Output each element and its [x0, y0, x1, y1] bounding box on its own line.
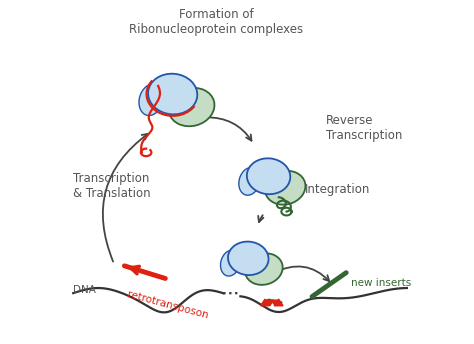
Text: Integration: Integration: [305, 183, 371, 195]
Text: new inserts: new inserts: [351, 278, 411, 288]
Ellipse shape: [169, 88, 214, 126]
Text: retrotransposon: retrotransposon: [126, 290, 210, 321]
Ellipse shape: [220, 250, 240, 276]
Ellipse shape: [247, 158, 290, 194]
Text: Reverse
Transcription: Reverse Transcription: [326, 114, 402, 142]
Text: Transcription
& Translation: Transcription & Translation: [73, 172, 151, 200]
Polygon shape: [261, 299, 269, 306]
Polygon shape: [274, 299, 283, 306]
Ellipse shape: [139, 84, 163, 116]
Polygon shape: [266, 300, 273, 306]
Text: DNA: DNA: [73, 285, 96, 295]
Text: Formation of
Ribonucleoprotein complexes: Formation of Ribonucleoprotein complexes: [129, 8, 303, 36]
Polygon shape: [272, 300, 279, 306]
Ellipse shape: [148, 74, 197, 114]
Ellipse shape: [245, 253, 283, 285]
Ellipse shape: [239, 168, 260, 195]
Ellipse shape: [265, 171, 305, 205]
Ellipse shape: [228, 241, 269, 275]
